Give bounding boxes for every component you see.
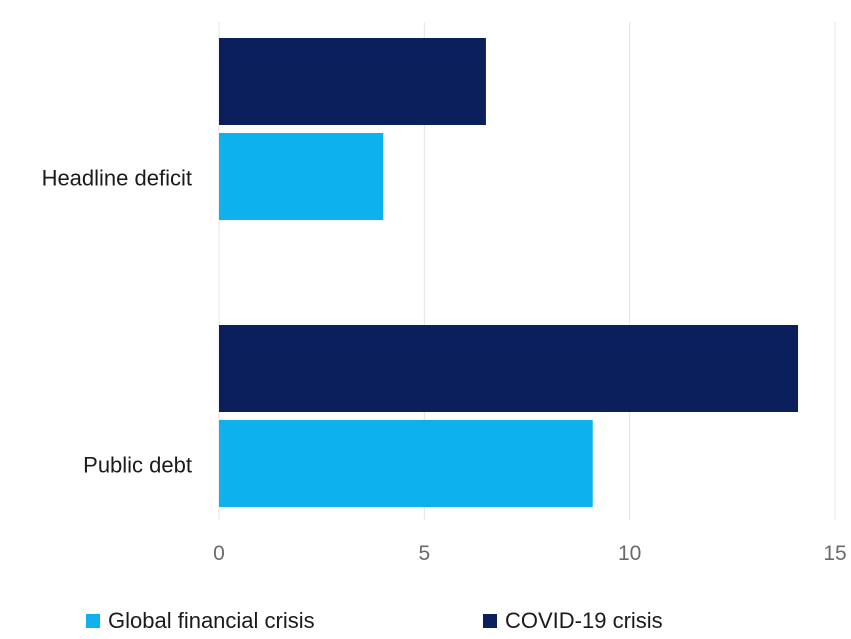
legend: Global financial crisis COVID-19 crisis — [0, 600, 851, 639]
x-tick-label-15: 15 — [823, 542, 846, 565]
bar-public-debt-covid-19-crisis — [219, 325, 799, 412]
category-label-public-debt: Public debt — [83, 453, 192, 478]
category-labels: Headline deficit Public debt — [42, 166, 192, 478]
legend-item-global-financial-crisis: Global financial crisis — [86, 608, 315, 634]
bars — [219, 38, 799, 507]
x-tick-label-10: 10 — [618, 542, 641, 565]
legend-swatch-global-financial-crisis — [86, 614, 100, 628]
x-tick-label-0: 0 — [213, 542, 225, 565]
bar-public-debt-global-financial-crisis — [219, 420, 593, 507]
legend-label-covid-19-crisis: COVID-19 crisis — [505, 608, 663, 633]
legend-label-global-financial-crisis: Global financial crisis — [108, 608, 315, 633]
legend-swatch-covid-19-crisis — [483, 614, 497, 628]
legend-item-covid-19-crisis: COVID-19 crisis — [483, 608, 663, 634]
bar-headline-deficit-covid-19-crisis — [219, 38, 486, 125]
category-label-headline-deficit: Headline deficit — [42, 166, 192, 191]
x-tick-label-5: 5 — [418, 542, 430, 565]
bar-headline-deficit-global-financial-crisis — [219, 133, 384, 220]
x-tick-labels: 0 5 10 15 — [213, 542, 847, 565]
